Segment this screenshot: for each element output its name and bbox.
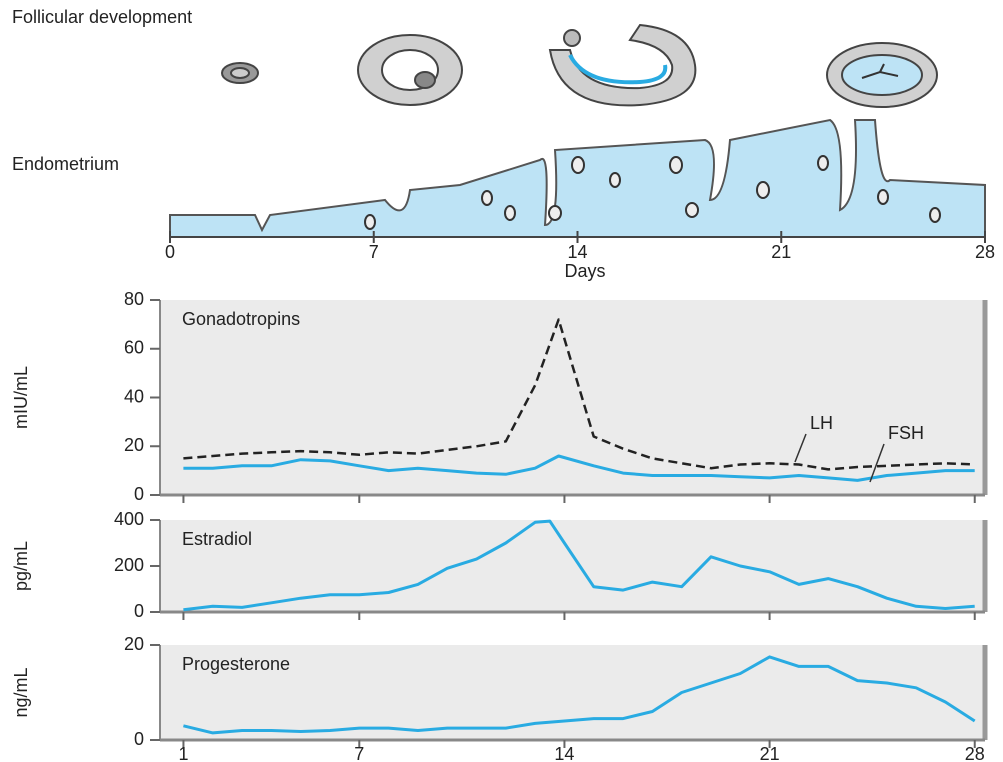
day-tick-label: 7: [369, 242, 379, 262]
x-tick-label: 21: [760, 744, 780, 762]
y-axis-label: pg/mL: [11, 541, 31, 591]
panel-title: Gonadotropins: [182, 309, 300, 329]
follicular-title: Follicular development: [12, 7, 192, 27]
panel-title: Progesterone: [182, 654, 290, 674]
panel-title: Estradiol: [182, 529, 252, 549]
y-tick-label: 60: [124, 338, 144, 358]
day-tick-label: 21: [771, 242, 791, 262]
plot-area: [160, 300, 985, 495]
y-tick-label: 0: [134, 729, 144, 749]
day-tick-label: 28: [975, 242, 995, 262]
y-tick-label: 20: [124, 634, 144, 654]
plot-area: [160, 520, 985, 612]
y-axis-label: ng/mL: [11, 667, 31, 717]
y-tick-label: 80: [124, 289, 144, 309]
y-tick-label: 20: [124, 435, 144, 455]
day-tick-label: 14: [567, 242, 587, 262]
x-tick-label: 14: [554, 744, 574, 762]
y-tick-label: 0: [134, 484, 144, 504]
y-tick-label: 40: [124, 386, 144, 406]
x-tick-label: 7: [354, 744, 364, 762]
day-tick-label: 0: [165, 242, 175, 262]
series-annotation: FSH: [888, 423, 924, 443]
endometrium: [170, 120, 985, 237]
days-label: Days: [564, 261, 605, 281]
y-tick-label: 0: [134, 601, 144, 621]
figure: Follicular development Endometrium Days …: [0, 0, 1003, 762]
y-tick-label: 400: [114, 509, 144, 529]
x-tick-label: 28: [965, 744, 985, 762]
follicles: [222, 25, 937, 107]
series-annotation: LH: [810, 413, 833, 433]
x-tick-label: 1: [178, 744, 188, 762]
endometrium-title: Endometrium: [12, 154, 119, 174]
y-axis-label: mIU/mL: [11, 366, 31, 429]
y-tick-label: 200: [114, 555, 144, 575]
